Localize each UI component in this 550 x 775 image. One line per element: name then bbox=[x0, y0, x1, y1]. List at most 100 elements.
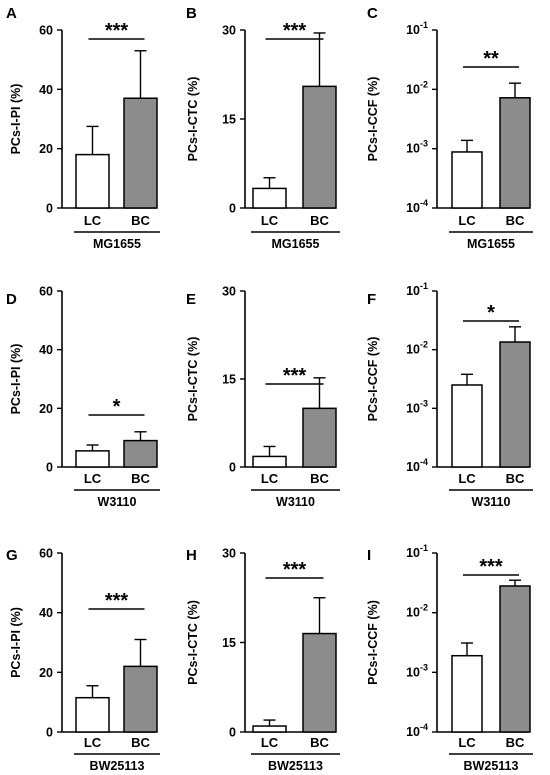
panel-letter: D bbox=[6, 291, 17, 308]
bar-bc bbox=[123, 439, 158, 468]
panel-letter: B bbox=[186, 5, 197, 22]
strain-label: MG1655 bbox=[467, 237, 515, 251]
panel-letter: E bbox=[186, 291, 196, 308]
y-tick-label: 10-2 bbox=[406, 603, 428, 620]
x-category-label: LC bbox=[84, 471, 102, 486]
y-tick-label: 20 bbox=[39, 142, 53, 156]
y-tick-label: 60 bbox=[39, 285, 53, 299]
x-category-label: BC bbox=[310, 471, 329, 486]
y-tick-label: 30 bbox=[222, 285, 236, 299]
y-tick-exponent: -1 bbox=[420, 543, 428, 553]
y-tick-label: 0 bbox=[46, 202, 53, 216]
significance-label: *** bbox=[283, 559, 307, 581]
bar-lc bbox=[75, 696, 110, 733]
y-tick-label: 10-1 bbox=[406, 281, 428, 298]
x-category-label: BC bbox=[506, 213, 525, 228]
bar-bc bbox=[302, 85, 337, 209]
bar-lc bbox=[75, 450, 110, 468]
y-tick-label: 10-1 bbox=[406, 543, 428, 560]
strain-label: BW25113 bbox=[464, 759, 519, 773]
y-axis-label: PCs-I-PI (%) bbox=[9, 84, 23, 155]
y-tick-label: 0 bbox=[46, 461, 53, 475]
bar-lc bbox=[252, 455, 287, 468]
bar-bc bbox=[302, 632, 337, 733]
panel-letter: I bbox=[367, 547, 371, 564]
y-axis-label: PCs-I-CCF (%) bbox=[366, 600, 380, 685]
y-axis-label: PCs-I-CTC (%) bbox=[186, 600, 200, 685]
bar-bc bbox=[499, 585, 531, 733]
bar-lc bbox=[252, 187, 287, 209]
significance-label: *** bbox=[105, 590, 129, 612]
y-tick-base: 10 bbox=[406, 142, 420, 156]
strain-label: BW25113 bbox=[90, 759, 145, 773]
y-tick-label: 10-1 bbox=[406, 20, 428, 37]
significance-label: *** bbox=[105, 20, 129, 42]
y-tick-base: 10 bbox=[406, 82, 420, 96]
strain-label: MG1655 bbox=[272, 237, 320, 251]
y-tick-label: 10-2 bbox=[406, 340, 428, 357]
y-tick-label: 15 bbox=[222, 113, 236, 127]
x-category-label: BC bbox=[310, 213, 329, 228]
y-tick-exponent: -1 bbox=[420, 20, 428, 30]
y-tick-label: 60 bbox=[39, 547, 53, 561]
y-tick-label: 30 bbox=[222, 547, 236, 561]
chart-panel-a: A 0 20 40 60 PCs-I-PI (%) LC BC MG1655 *** bbox=[6, 5, 160, 251]
x-category-label: BC bbox=[131, 471, 150, 486]
y-tick-base: 10 bbox=[406, 284, 420, 298]
y-tick-label: 30 bbox=[222, 24, 236, 38]
y-tick-label: 0 bbox=[229, 461, 236, 475]
y-tick-base: 10 bbox=[406, 665, 420, 679]
y-axis-label: PCs-I-CTC (%) bbox=[186, 337, 200, 422]
y-axis-label: PCs-I-CTC (%) bbox=[186, 77, 200, 162]
chart-panel-g: G 0 20 40 60 PCs-I-PI (%) LC BC BW25113 *** bbox=[6, 547, 160, 773]
y-tick-base: 10 bbox=[406, 546, 420, 560]
y-axis-label: PCs-I-PI (%) bbox=[9, 607, 23, 678]
significance-label: *** bbox=[283, 20, 307, 42]
x-category-label: LC bbox=[261, 471, 279, 486]
x-category-label: BC bbox=[131, 213, 150, 228]
y-tick-label: 15 bbox=[222, 373, 236, 387]
x-category-label: LC bbox=[84, 735, 102, 750]
chart-panel-d: D 0 20 40 60 PCs-I-PI (%) LC BC W3110 * bbox=[6, 285, 160, 509]
bar-lc bbox=[75, 153, 110, 209]
y-tick-label: 0 bbox=[229, 726, 236, 740]
x-category-label: LC bbox=[458, 735, 476, 750]
x-category-label: BC bbox=[310, 735, 329, 750]
y-tick-base: 10 bbox=[406, 343, 420, 357]
y-tick-label: 40 bbox=[39, 343, 53, 357]
chart-panel-h: H 0 15 30 PCs-I-CTC (%) LC BC BW25113 *** bbox=[186, 547, 340, 773]
strain-label: BW25113 bbox=[268, 759, 323, 773]
x-category-label: LC bbox=[261, 213, 279, 228]
y-axis-label: PCs-I-PI (%) bbox=[9, 344, 23, 415]
y-tick-label: 20 bbox=[39, 666, 53, 680]
y-axis-label: PCs-I-CCF (%) bbox=[366, 77, 380, 162]
y-tick-label: 15 bbox=[222, 636, 236, 650]
significance-label: * bbox=[487, 302, 495, 324]
bar-bc bbox=[123, 97, 158, 209]
y-tick-label: 10-4 bbox=[406, 457, 428, 474]
y-tick-exponent: -3 bbox=[420, 662, 428, 672]
y-axis-label: PCs-I-CCF (%) bbox=[366, 337, 380, 422]
x-category-label: LC bbox=[458, 471, 476, 486]
y-tick-base: 10 bbox=[406, 606, 420, 620]
x-category-label: BC bbox=[506, 471, 525, 486]
y-tick-label: 0 bbox=[46, 726, 53, 740]
y-tick-exponent: -3 bbox=[420, 398, 428, 408]
strain-label: MG1655 bbox=[93, 237, 141, 251]
bar-bc bbox=[499, 97, 531, 209]
y-tick-exponent: -1 bbox=[420, 281, 428, 291]
bar-bc bbox=[499, 341, 531, 468]
chart-panel-e: E 0 15 30 PCs-I-CTC (%) LC BC W3110 *** bbox=[186, 285, 340, 509]
bar-lc bbox=[451, 654, 483, 733]
y-tick-base: 10 bbox=[406, 23, 420, 37]
y-tick-base: 10 bbox=[406, 460, 420, 474]
y-tick-base: 10 bbox=[406, 201, 420, 215]
y-tick-label: 10-4 bbox=[406, 198, 428, 215]
y-tick-label: 40 bbox=[39, 606, 53, 620]
y-tick-exponent: -4 bbox=[420, 198, 428, 208]
x-category-label: LC bbox=[458, 213, 476, 228]
